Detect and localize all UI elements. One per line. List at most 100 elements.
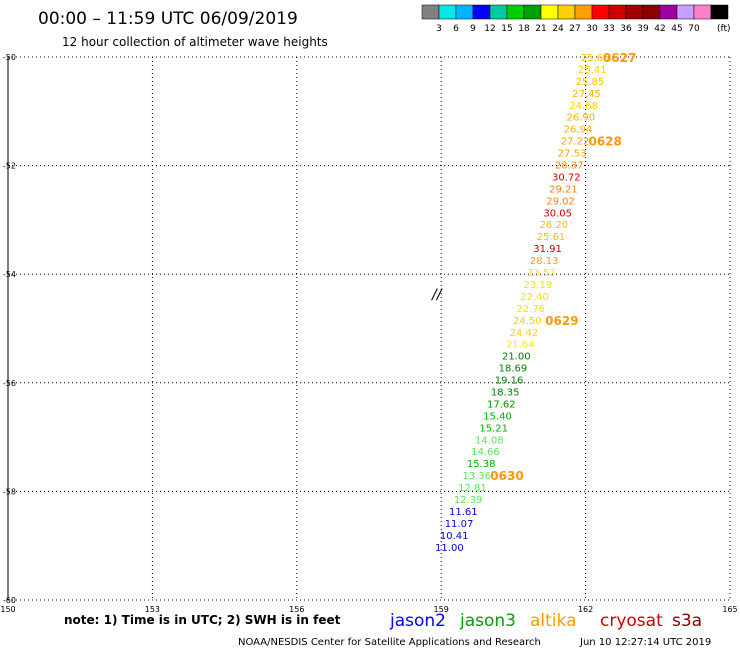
colorbar-swatch [455,4,474,20]
x-tick-label: 165 [722,605,737,614]
colorbar-swatch [710,4,729,20]
colorbar-swatch [659,4,678,20]
time-labels: 0627 0628 0629 0630 [490,51,636,483]
swh-point-label: 11.07 [445,519,474,530]
colorbar-label: 6 [453,24,459,34]
colorbar-label: 21 [535,24,546,34]
y-tick-label: -54 [3,270,16,279]
x-tick-label: 162 [578,605,593,614]
swh-point-label: 28.13 [530,256,559,267]
colorbar-label: 45 [671,24,682,34]
swh-point-label: 22.76 [516,304,545,315]
colorbar-label: 24 [552,24,564,34]
colorbar-swatch [557,4,576,20]
x-tick-label: 150 [0,605,15,614]
legend-s3a: s3a [672,611,702,631]
colorbar-swatch [676,4,695,20]
swh-point-label: 11.00 [435,543,464,554]
colorbar-label: 18 [518,24,530,34]
colorbar-swatch [438,4,457,20]
swh-point-label: 30.72 [552,172,581,183]
legend-cryosat: cryosat [600,611,663,631]
swh-point-label: 14.08 [475,435,504,446]
colorbar-label: 27 [569,24,580,34]
colorbar-swatch [625,4,644,20]
swh-point-label: 13.36 [462,471,491,482]
time-label: 0628 [588,135,621,149]
swh-point-label: 30.05 [543,208,572,219]
swh-point-label: 26.90 [566,113,595,124]
colorbar-swatch [523,4,542,20]
colorbar-label: 9 [470,24,476,34]
plot-area: 150 153 156 159 162 165 -50 -52 -54 -56 -58 -60 [0,53,737,614]
swh-point-label: 21.00 [502,352,531,363]
swh-point-label: 15.38 [467,459,496,470]
time-label: 0629 [545,314,578,328]
chart-title: 00:00 – 11:59 UTC 06/09/2019 [38,9,298,29]
chart-subtitle: 12 hour collection of altimeter wave hei… [62,35,328,49]
swh-point-label: 29.21 [549,184,578,195]
colorbar-label: 42 [654,24,665,34]
swh-point-label: 25.85 [576,77,605,88]
legend-altika: altika [530,611,577,631]
colorbar-swatch [421,4,440,20]
colorbar-label: 12 [484,24,495,34]
colorbar-label: 36 [620,24,632,34]
footer-timestamp: Jun 10 12:27:14 UTC 2019 [579,637,711,648]
swh-point-label: 10.41 [440,531,469,542]
swh-point-label: 25.65 [581,53,610,64]
swh-point-label: 24.42 [510,328,539,339]
y-tick-label: -56 [3,379,16,388]
colorbar-label: 3 [436,24,442,34]
colorbar-label: 33 [603,24,614,34]
swh-point-label: 19.16 [495,376,524,387]
swh-point-label: 18.69 [499,364,528,375]
swh-point-label: 26.94 [564,125,593,136]
colorbar-swatch [574,4,593,20]
colorbar-label: 30 [586,24,598,34]
satellite-legend: jason2 jason3 altika cryosat s3a [389,611,702,631]
x-tick-label: 156 [289,605,304,614]
swh-point-label: 18.35 [491,387,520,398]
swh-point-label: 28.37 [555,161,584,172]
swh-point-label: 15.40 [483,411,512,422]
data-points: 25.6525.4125.8527.4524.6826.9026.9427.22… [435,53,609,554]
swh-point-label: 11.61 [449,507,478,518]
x-tick-label: 159 [434,605,449,614]
swh-point-label: 17.62 [487,399,516,410]
colorbar-swatch [540,4,559,20]
colorbar-label: 15 [501,24,512,34]
swh-point-label: 26.20 [540,220,569,231]
footer-note: note: 1) Time is in UTC; 2) SWH is in fe… [64,613,341,627]
swh-point-label: 12.81 [458,483,487,494]
colorbar-swatch [489,4,508,20]
swh-point-label: 15.21 [479,423,508,434]
colorbar-label: 39 [637,24,649,34]
color-scale-unit: (ft) [717,24,731,34]
swh-point-label: 12.39 [454,495,483,506]
colorbar-swatch [591,4,610,20]
footer-credit: NOAA/NESDIS Center for Satellite Applica… [238,637,541,648]
swh-point-label: 27.45 [572,89,601,100]
y-tick-label: -50 [3,53,16,62]
colorbar-label: 70 [688,24,700,34]
track-mark: // [430,287,443,303]
swh-point-label: 29.02 [546,196,575,207]
swh-point-label: 25.61 [537,232,566,243]
y-tick-label: -52 [3,162,16,171]
swh-point-label: 21.64 [506,340,535,351]
swh-point-label: 31.91 [533,244,562,255]
colorbar-swatch [608,4,627,20]
swh-point-label: 27.22 [561,137,590,148]
swh-point-label: 22.40 [520,292,549,303]
colorbar-swatch [642,4,661,20]
color-scale-legend: 3 6 9 12 15 18 21 24 27 30 33 36 39 42 45 70 [421,4,729,34]
swh-point-label: 27.53 [558,149,587,160]
colorbar-swatch [506,4,525,20]
legend-jason2: jason2 [389,611,446,631]
swh-point-label: 25.41 [578,65,607,76]
x-tick-label: 153 [145,605,160,614]
swh-point-label: 24.68 [569,101,598,112]
time-label: 0630 [490,469,523,483]
